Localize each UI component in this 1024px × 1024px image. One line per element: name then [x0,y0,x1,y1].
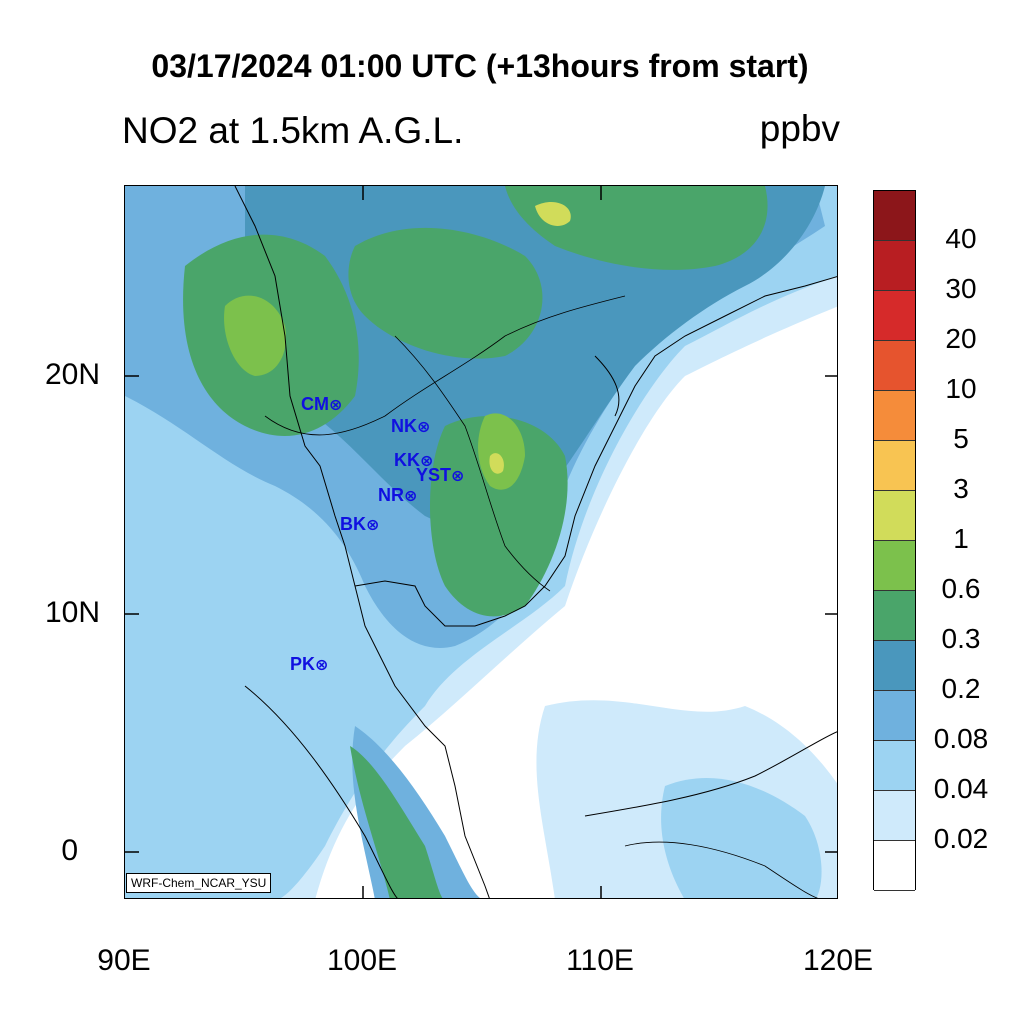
lon-label-120e: 120E [802,944,874,977]
colorbar-segment [874,441,915,491]
station-yst: YST⊗ [416,465,465,485]
colorbar-segment [874,391,915,441]
station-marker-icon: ⊗ [451,468,465,485]
colorbar-segment [874,791,915,841]
colorbar-label: 0.3 [941,623,981,654]
colorbar-label: 10 [945,373,977,404]
colorbar-label: 1 [953,523,969,554]
colorbar-label: 0.04 [933,773,989,804]
colorbar-segment [874,741,915,791]
colorbar-label: 3 [953,473,969,504]
colorbar [873,190,916,891]
variable-subtitle: NO2 at 1.5km A.G.L. [122,110,464,151]
colorbar-segment [874,641,915,691]
units-label: ppbv [759,108,840,149]
station-marker-icon: ⊗ [417,419,431,436]
colorbar-segment [874,541,915,591]
colorbar-segment [874,591,915,641]
station-kk: KK⊗ [394,450,434,470]
colorbar-label: 5 [953,423,969,454]
colorbar-label: 40 [945,223,977,254]
station-marker-icon: ⊗ [420,453,434,470]
station-cm: CM⊗ [301,394,343,414]
colorbar-segment [874,841,915,891]
axis-ticks [125,186,837,898]
station-pk: PK⊗ [290,654,329,674]
station-marker-icon: ⊗ [404,488,418,505]
colorbar-label: 30 [945,273,977,304]
colorbar-segment [874,491,915,541]
colorbar-segment [874,291,915,341]
station-nk: NK⊗ [391,416,431,436]
lon-label-110e: 110E [566,944,634,977]
model-credit-label: WRF-Chem_NCAR_YSU [126,873,272,893]
station-marker-icon: ⊗ [329,397,343,414]
colorbar-segment [874,691,915,741]
station-marker-icon: ⊗ [315,657,329,674]
lon-label-90e: 90E [97,944,151,977]
colorbar-label: 0.6 [941,573,981,604]
colorbar-segment [874,191,915,241]
plot-title: 03/17/2024 01:00 UTC (+13hours from star… [151,48,809,84]
colorbar-label: 0.02 [933,823,989,854]
lat-label-20n: 20N [44,358,100,391]
colorbar-segment [874,341,915,391]
colorbar-segment [874,241,915,291]
station-nr: NR⊗ [378,485,418,505]
lat-label-0: 0 [61,834,78,867]
lat-label-10n: 10N [44,596,100,629]
map-panel [124,185,838,899]
lon-label-100e: 100E [326,944,398,977]
colorbar-label: 20 [945,323,977,354]
station-bk: BK⊗ [340,514,380,534]
map-field [125,186,837,898]
colorbar-label: 0.08 [933,723,989,754]
station-marker-icon: ⊗ [366,517,380,534]
colorbar-label: 0.2 [941,673,981,704]
